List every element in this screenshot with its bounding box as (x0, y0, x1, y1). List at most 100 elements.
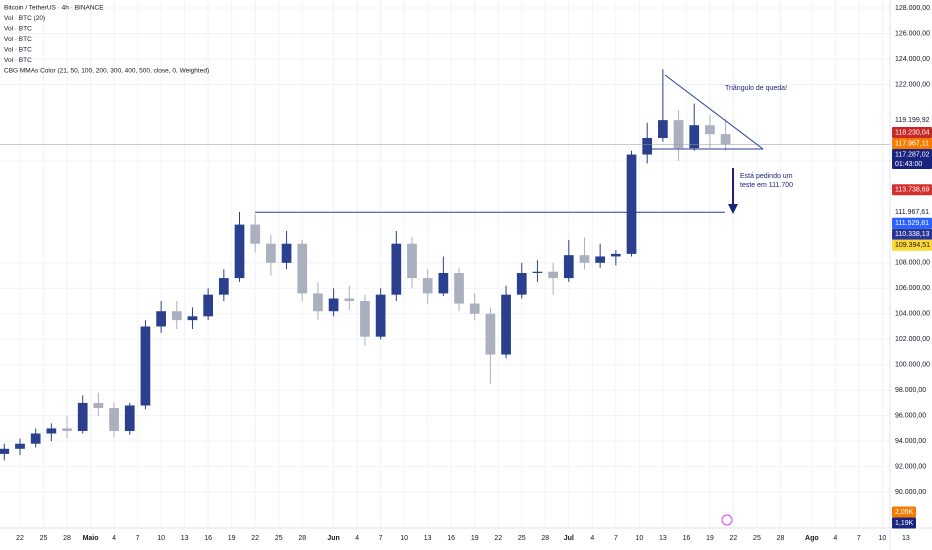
x-tick-label: 4 (833, 535, 837, 542)
candle-body (720, 134, 731, 145)
candle-body (171, 311, 182, 321)
x-tick-label: 10 (157, 535, 165, 542)
candle-body (266, 243, 276, 263)
x-tick-label: 4 (590, 535, 594, 542)
y-tick-label: 98.000,00 (895, 387, 926, 394)
legend-entry: Bitcoin / TetherUS · 4h · BINANCE (4, 5, 104, 12)
candle-body (328, 298, 339, 312)
x-tick-label: 22 (16, 535, 24, 542)
x-tick-label: 16 (204, 535, 212, 542)
legend-entry: CBG MMAs Color (21, 50, 100, 200, 300, 4… (4, 68, 209, 75)
price-label-bg (892, 239, 932, 251)
y-tick-label: 124.000,00 (895, 56, 930, 63)
x-tick-label: 16 (682, 535, 690, 542)
candle-body (516, 272, 527, 295)
candle-body (281, 243, 292, 263)
price-label-bg (892, 206, 932, 218)
x-tick-label: 25 (518, 535, 526, 542)
x-tick-label: 13 (902, 535, 910, 542)
arrow-head (728, 204, 738, 214)
plot (0, 69, 890, 461)
candle-body (218, 278, 229, 295)
candle-body (454, 272, 464, 304)
x-tick-label: 13 (181, 535, 189, 542)
x-tick-label: 22 (494, 535, 502, 542)
candle-body (407, 243, 417, 279)
y-tick-label: 106.000,00 (895, 285, 930, 292)
price-label: 118.230,04 (895, 129, 930, 136)
candle-body (485, 313, 496, 355)
candle-body (187, 316, 198, 321)
price-label: 113.738,69 (895, 187, 930, 194)
candle-body (344, 298, 355, 302)
price-label-bg (892, 184, 932, 196)
candle-body (77, 402, 88, 431)
candle-body (15, 443, 25, 449)
price-label-bg (892, 217, 932, 229)
candle-body (658, 120, 668, 138)
x-tick-label: 13 (424, 535, 432, 542)
legend-entry: Vol · BTC (4, 47, 32, 54)
candle-body (250, 224, 261, 244)
y-tick-label: 126.000,00 (895, 30, 930, 37)
price-label-bg (892, 114, 932, 126)
candle-body (548, 271, 558, 279)
price-label: 119.199,92 (895, 117, 930, 124)
x-tick-label: 19 (228, 535, 236, 542)
y-tick-label: 108.000,00 (895, 260, 930, 267)
candle-body (375, 294, 386, 337)
candle-body (469, 303, 480, 314)
candle-body (0, 448, 10, 454)
price-label-bg (892, 148, 932, 169)
x-tick-label: 7 (614, 535, 618, 542)
volume-label: 2,05K (895, 509, 914, 516)
x-tick-label: Jul (564, 535, 574, 542)
y-tick-label: 92.000,00 (895, 463, 926, 470)
candle-body (140, 326, 151, 406)
legend-entry: Vol · BTC (20) (4, 15, 45, 22)
candle-body (124, 405, 135, 431)
candle-body (501, 294, 511, 355)
candle-body (532, 271, 543, 273)
candle-body (705, 125, 715, 135)
candle-body (438, 272, 449, 294)
y-tick-label: 104.000,00 (895, 311, 930, 318)
x-tick-label: 25 (275, 535, 283, 542)
candle-body (642, 137, 653, 155)
candle-body (673, 120, 684, 149)
legend: Bitcoin / TetherUS · 4h · BINANCE Vol · B… (4, 5, 209, 75)
candle-body (689, 125, 700, 149)
candle-body (156, 311, 166, 327)
legend-entry: Vol · BTC (4, 57, 32, 64)
y-tick-label: 100.000,00 (895, 362, 930, 369)
x-tick-label: 10 (400, 535, 408, 542)
candle-body (595, 256, 606, 263)
legend-entry: Vol · BTC (4, 36, 32, 43)
candle-body (422, 278, 433, 294)
x-tick-label: Maio (83, 535, 99, 542)
price-label-bg (892, 228, 932, 240)
price-label-bg (892, 137, 932, 149)
x-tick-label: 4 (355, 535, 359, 542)
volume-label-bg (892, 506, 916, 518)
x-tick-label: 22 (730, 535, 738, 542)
x-tick-label: 25 (40, 535, 48, 542)
candle-body (391, 243, 402, 295)
x-tick-label: 19 (471, 535, 479, 542)
annotation: teste em 111.700 (740, 182, 793, 189)
candle-body (93, 402, 104, 409)
annotation: Está pedindo um (740, 173, 793, 180)
candle-body (62, 428, 72, 431)
candle-body (46, 428, 57, 434)
volume-label-bg (892, 517, 916, 529)
price-label: 111.529,81 (895, 220, 929, 227)
y-tick-label: 96.000,00 (895, 413, 926, 420)
y-tick-label: 90.000,00 (895, 489, 926, 496)
x-tick-label: 13 (659, 535, 667, 542)
candle-body (626, 154, 637, 254)
x-tick-label: Jun (327, 535, 339, 542)
price-label: 109.394,51 (895, 242, 930, 249)
candle-body (30, 433, 41, 444)
x-tick-label: 28 (777, 535, 785, 542)
